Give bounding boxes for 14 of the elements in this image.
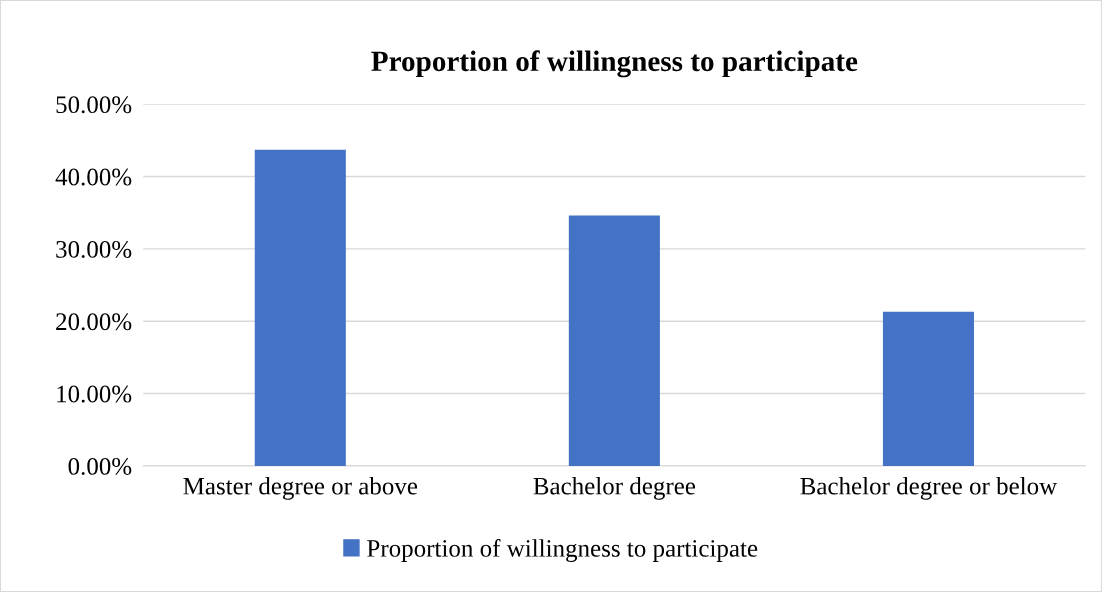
y-tick-label: 30.00% [56,240,132,258]
y-tick-label: 10.00% [57,385,132,403]
bar [568,215,660,466]
legend-label: Proportion of willingness to participate [367,539,758,562]
y-tick-label: 50.00% [56,96,132,114]
y-tick-label: 20.00% [56,313,132,331]
x-tick-label: Master degree or above [183,477,418,500]
x-tick-label: Bachelor degree [533,477,696,500]
x-tick-label: Bachelor degree or below [800,477,1058,500]
y-tick-label: 0.00% [68,457,132,475]
bar [254,149,346,466]
y-tick-label: 40.00% [55,168,132,186]
chart-title: Proportion of willingness to participate [371,50,858,78]
bar [882,311,974,466]
